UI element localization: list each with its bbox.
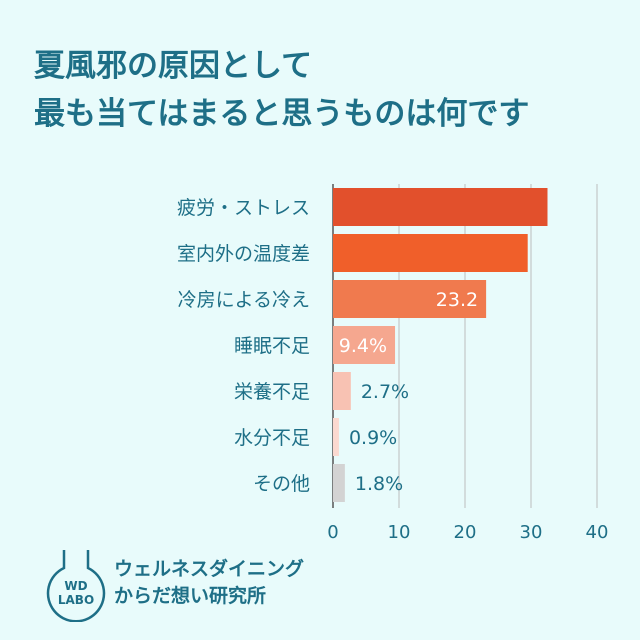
x-tick-label: 10 [388,522,411,543]
logo-name-line-2: からだ想い研究所 [114,585,267,607]
value-label: 1.8% [355,473,403,495]
value-label: 2.7% [361,381,409,403]
x-tick-label: 40 [586,522,609,543]
x-tick-label: 30 [520,522,543,543]
value-labels: 23.2 9.4% 2.7% 0.9% 1.8% [339,289,478,495]
category-label: 栄養不足 [234,381,310,403]
category-label: 冷房による冷え [178,289,310,311]
value-label: 23.2 [436,289,478,311]
x-axis-ticks: 0 10 20 30 40 [327,522,608,543]
chart-title: 夏風邪の原因として 最も当てはまると思うものは何です [34,42,529,138]
value-label: 0.9% [349,427,397,449]
logo-mark-line-2: LABO [58,593,94,607]
category-label: 疲労・ストレス [177,197,310,219]
logo-name: ウェルネスダイニング からだ想い研究所 [114,556,304,610]
category-label: 室内外の温度差 [177,243,310,265]
bar-3 [333,326,396,364]
title-line-2: 最も当てはまると思うものは何です [34,96,530,132]
bar-4 [333,372,351,410]
bar-0 [333,188,548,226]
category-label: その他 [253,473,310,495]
x-tick-label: 0 [327,522,338,543]
bar-5 [333,418,339,456]
category-label: 水分不足 [234,427,310,449]
bar-6 [333,464,345,502]
flask-icon [46,550,106,622]
bars [333,188,548,502]
x-tick-label: 20 [454,522,477,543]
category-label: 睡眠不足 [234,335,310,357]
title-line-1: 夏風邪の原因として [34,48,313,84]
bar-1 [333,234,528,272]
logo-name-line-1: ウェルネスダイニング [114,558,305,580]
bar-2 [333,280,487,318]
logo-mark-line-1: WD [64,579,87,593]
value-label: 9.4% [339,335,387,357]
wd-labo-logo: WD LABO [46,550,106,622]
